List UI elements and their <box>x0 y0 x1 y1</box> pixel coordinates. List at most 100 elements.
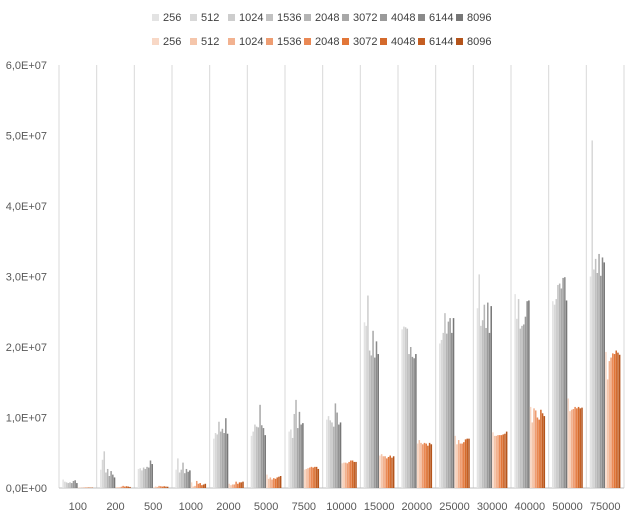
bar-orange-512-25000 <box>456 444 458 488</box>
legend-swatch <box>380 38 387 45</box>
bar-gray-1024-25000 <box>442 332 445 488</box>
x-tick-label: 50000 <box>552 501 583 513</box>
axes: 0,0E+00 1,0E+07 2,0E+07 3,0E+07 4,0E+07 5,0E+… <box>6 60 624 513</box>
bar-orange-4048-25000 <box>464 439 467 488</box>
bar-gray-2048-7500 <box>295 399 297 489</box>
legend-swatch <box>304 14 311 21</box>
bar-gray-3072-20000 <box>409 347 412 488</box>
bar-orange-512-40000 <box>531 422 534 488</box>
bar-orange-4048-50000 <box>577 406 580 488</box>
legend-label: 4048 <box>391 12 415 24</box>
bar-gray-2048-2000 <box>219 431 222 488</box>
bar-orange-2048-20000 <box>423 442 426 488</box>
bar-gray-1536-15000 <box>368 350 371 488</box>
bar-gray-4048-40000 <box>524 316 527 488</box>
bar-gray-1024-7500 <box>291 437 294 488</box>
bar-orange-6144-20000 <box>428 442 431 488</box>
legend-swatch <box>418 38 425 45</box>
bar-gray-2048-500 <box>144 468 147 488</box>
y-tick-label: 1,0E+07 <box>6 413 47 425</box>
gridlines <box>58 65 625 488</box>
bar-gray-256-100 <box>62 479 64 488</box>
bar-gray-3072-40000 <box>522 324 525 488</box>
x-tick-label: 10000 <box>326 501 357 513</box>
bar-gray-512-30000 <box>478 274 480 488</box>
bar-orange-256-7500 <box>303 469 306 488</box>
legend-swatch <box>152 38 159 45</box>
bar-orange-512-20000 <box>418 440 421 488</box>
legend: 256 512 1024 1536 2048 3072 4048 6144 8096 256 512… <box>152 12 491 48</box>
bar-gray-8096-100 <box>76 483 78 488</box>
bar-gray-8096-2000 <box>226 433 229 488</box>
bar-gray-512-200 <box>101 459 104 488</box>
bar-gray-1536-10000 <box>331 422 333 488</box>
bar-gray-1536-7500 <box>293 413 296 488</box>
legend-swatch <box>456 38 463 45</box>
bar-gray-1024-5000 <box>254 424 256 488</box>
bar-orange-8096-75000 <box>618 354 621 488</box>
bar-gray-1536-2000 <box>218 421 220 488</box>
bar-gray-1024-500 <box>141 470 143 489</box>
bar-gray-3072-75000 <box>598 253 600 488</box>
bar-gray-1024-100 <box>65 482 68 488</box>
bar-orange-6144-75000 <box>617 352 619 488</box>
bar-orange-2048-10000 <box>348 461 350 488</box>
bar-gray-3072-2000 <box>221 428 224 488</box>
legend-swatch <box>304 38 311 45</box>
bar-orange-1024-50000 <box>570 409 573 488</box>
bar-orange-1536-10000 <box>346 463 349 488</box>
legend-swatch <box>418 14 425 21</box>
bar-orange-1536-25000 <box>459 443 462 488</box>
bar-orange-1024-25000 <box>457 440 460 488</box>
bar-orange-1536-15000 <box>384 456 386 488</box>
bar-orange-1536-7500 <box>308 467 311 488</box>
bar-gray-1024-30000 <box>480 325 482 488</box>
bar-gray-256-25000 <box>439 343 441 488</box>
bar-orange-1024-10000 <box>344 462 347 488</box>
bar-orange-512-500 <box>154 486 157 488</box>
bar-orange-1536-5000 <box>271 479 273 488</box>
legend-label: 6144 <box>429 36 453 48</box>
bar-gray-1536-100 <box>67 483 70 488</box>
bar-gray-1536-50000 <box>557 284 559 488</box>
bar-gray-1024-10000 <box>329 420 332 488</box>
legend-label: 1024 <box>239 12 263 24</box>
legend-label: 1536 <box>277 12 301 24</box>
legend-label: 256 <box>163 36 181 48</box>
bar-gray-3072-10000 <box>334 403 337 488</box>
bar-gray-1536-200 <box>105 472 107 488</box>
bar-orange-4048-10000 <box>351 460 354 488</box>
bar-gray-256-75000 <box>589 276 592 488</box>
bar-orange-3072-1000 <box>199 483 201 488</box>
bar-orange-256-20000 <box>416 443 419 488</box>
bar-gray-4048-2000 <box>223 433 225 488</box>
bar-gray-3072-25000 <box>447 321 450 488</box>
legend-label: 1024 <box>239 36 263 48</box>
bar-gray-256-15000 <box>363 322 366 488</box>
bar-gray-512-10000 <box>327 416 330 488</box>
bar-orange-256-30000 <box>492 432 494 488</box>
bar-gray-1536-40000 <box>519 328 522 488</box>
bar-gray-512-25000 <box>440 339 443 488</box>
bar-orange-1536-200 <box>120 486 123 488</box>
bar-orange-1536-500 <box>158 485 160 488</box>
bar-orange-6144-5000 <box>278 476 280 488</box>
bar-gray-256-500 <box>137 468 140 488</box>
bar-orange-6144-500 <box>165 486 167 488</box>
bar-orange-256-10000 <box>341 463 344 488</box>
bar-orange-8096-40000 <box>543 416 546 488</box>
bar-orange-6144-2000 <box>240 482 243 488</box>
bar-gray-1536-75000 <box>594 258 597 489</box>
bar-gray-512-500 <box>139 468 141 488</box>
bar-gray-4048-200 <box>110 471 112 488</box>
bar-gray-4048-25000 <box>449 318 451 488</box>
bar-orange-6144-7500 <box>315 466 318 488</box>
bar-gray-1024-20000 <box>404 327 407 488</box>
bar-gray-4048-5000 <box>261 425 263 488</box>
bar-gray-256-30000 <box>476 308 479 488</box>
x-tick-label: 1000 <box>179 501 203 513</box>
bar-orange-4048-1000 <box>201 485 203 488</box>
bar-orange-3072-75000 <box>613 354 616 488</box>
y-tick-label: 5,0E+07 <box>6 131 47 143</box>
